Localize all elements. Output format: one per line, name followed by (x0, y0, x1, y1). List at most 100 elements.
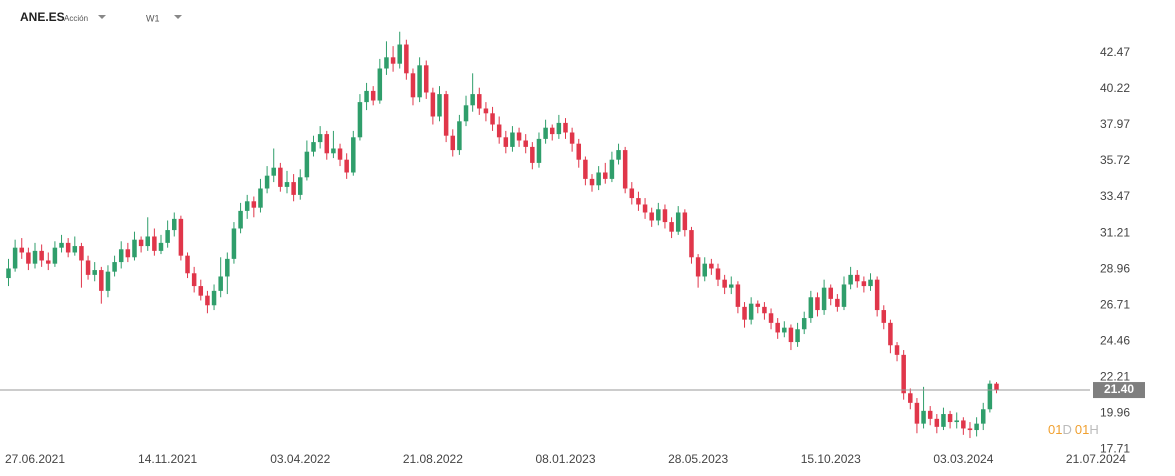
y-tick-label: 33.47 (1100, 189, 1130, 203)
candle-body (748, 303, 754, 320)
candle-body (205, 295, 210, 306)
candle-body (815, 297, 820, 311)
x-tick-label: 15.10.2023 (801, 452, 861, 466)
candle-body (675, 212, 681, 232)
candle-body (516, 132, 522, 141)
candle-body (669, 222, 674, 232)
candle-body (496, 124, 502, 138)
candle-body (576, 143, 582, 160)
symbol-selector[interactable]: ANE.ES Acción (20, 10, 106, 24)
candle-body (172, 218, 177, 231)
candle-body (59, 242, 64, 248)
x-tick-label: 21.08.2022 (403, 452, 463, 466)
candle-body (523, 140, 528, 147)
candle-body (609, 159, 615, 179)
candle-body (795, 329, 800, 343)
y-tick-label: 26.71 (1100, 297, 1130, 311)
candle-body (125, 249, 131, 258)
candle-body (854, 274, 860, 282)
candle-body (191, 273, 197, 287)
candle-body (211, 290, 217, 306)
candle-body (556, 122, 562, 135)
candle-body (961, 420, 966, 429)
candle-body (165, 230, 170, 243)
candle-body (549, 127, 555, 135)
x-tick-label: 21.07.2024 (1066, 452, 1126, 466)
candle-body (821, 287, 827, 311)
candle-body (52, 247, 58, 264)
candle-body (344, 159, 349, 173)
candle-body (12, 247, 18, 269)
candle-body (218, 276, 223, 291)
y-tick-label: 24.46 (1100, 333, 1130, 347)
candle-body (26, 252, 31, 264)
y-tick-label: 28.96 (1100, 261, 1130, 275)
y-tick-label: 19.96 (1100, 405, 1130, 419)
candle-body (450, 135, 456, 151)
candle-body (934, 418, 940, 427)
candle-body (881, 310, 887, 323)
candle-body (762, 306, 767, 314)
candle-body (6, 268, 11, 279)
candle-body (629, 188, 635, 199)
candle-body (264, 175, 270, 189)
candle-body (284, 182, 290, 187)
candle-body (437, 94, 442, 117)
countdown-days: 01 (1048, 422, 1062, 437)
candle-body (987, 383, 993, 410)
candle-body (947, 414, 953, 423)
candle-body (423, 65, 429, 93)
candle-body (682, 212, 688, 231)
candle-body (297, 177, 303, 195)
dropdown-arrow[interactable] (174, 15, 182, 19)
candle-body (351, 137, 356, 173)
candle-body (530, 146, 535, 163)
candle-body (954, 420, 959, 423)
countdown-day-unit: D (1062, 422, 1071, 437)
candle-body (569, 132, 575, 144)
candle-body (941, 414, 946, 427)
symbol[interactable]: ANE.ES (20, 10, 65, 24)
candle-body (848, 274, 853, 285)
candle-body (145, 236, 150, 247)
candle-body (46, 260, 51, 264)
candle-body (39, 250, 44, 261)
candle-body (304, 151, 310, 178)
candle-body (901, 354, 906, 394)
candle-body (331, 148, 336, 154)
candle-body (410, 73, 416, 98)
candles (6, 31, 999, 439)
candle-body (278, 167, 283, 187)
candle-body (390, 57, 396, 64)
dropdown-arrow[interactable] (98, 15, 106, 19)
candle-body (801, 318, 807, 330)
candle-body (158, 242, 164, 251)
interval[interactable]: W1 (146, 13, 160, 23)
candle-body (894, 345, 900, 355)
candle-body (258, 188, 263, 208)
candle-body (271, 167, 276, 176)
candle-body (291, 182, 296, 195)
candle-body (729, 284, 734, 288)
x-tick-label: 28.05.2023 (668, 452, 728, 466)
candle-body (118, 249, 124, 263)
candle-body (689, 230, 694, 258)
candle-body (198, 286, 204, 296)
candle-body (483, 108, 489, 114)
interval-selector[interactable]: W1 (146, 13, 182, 23)
candle-body (384, 57, 389, 69)
candle-body (112, 262, 117, 272)
candle-body (72, 246, 78, 253)
candle-body (636, 198, 641, 205)
y-tick-label: 17.71 (1100, 441, 1130, 455)
y-tick-label: 37.97 (1100, 117, 1130, 131)
candle-body (65, 242, 71, 253)
y-tick-label: 31.21 (1100, 225, 1130, 239)
candle-body (888, 322, 893, 346)
candle-body (337, 148, 343, 160)
y-tick-label: 40.22 (1100, 81, 1130, 95)
candle-body (980, 409, 986, 424)
candle-body (715, 268, 721, 280)
candle-body (695, 257, 701, 277)
